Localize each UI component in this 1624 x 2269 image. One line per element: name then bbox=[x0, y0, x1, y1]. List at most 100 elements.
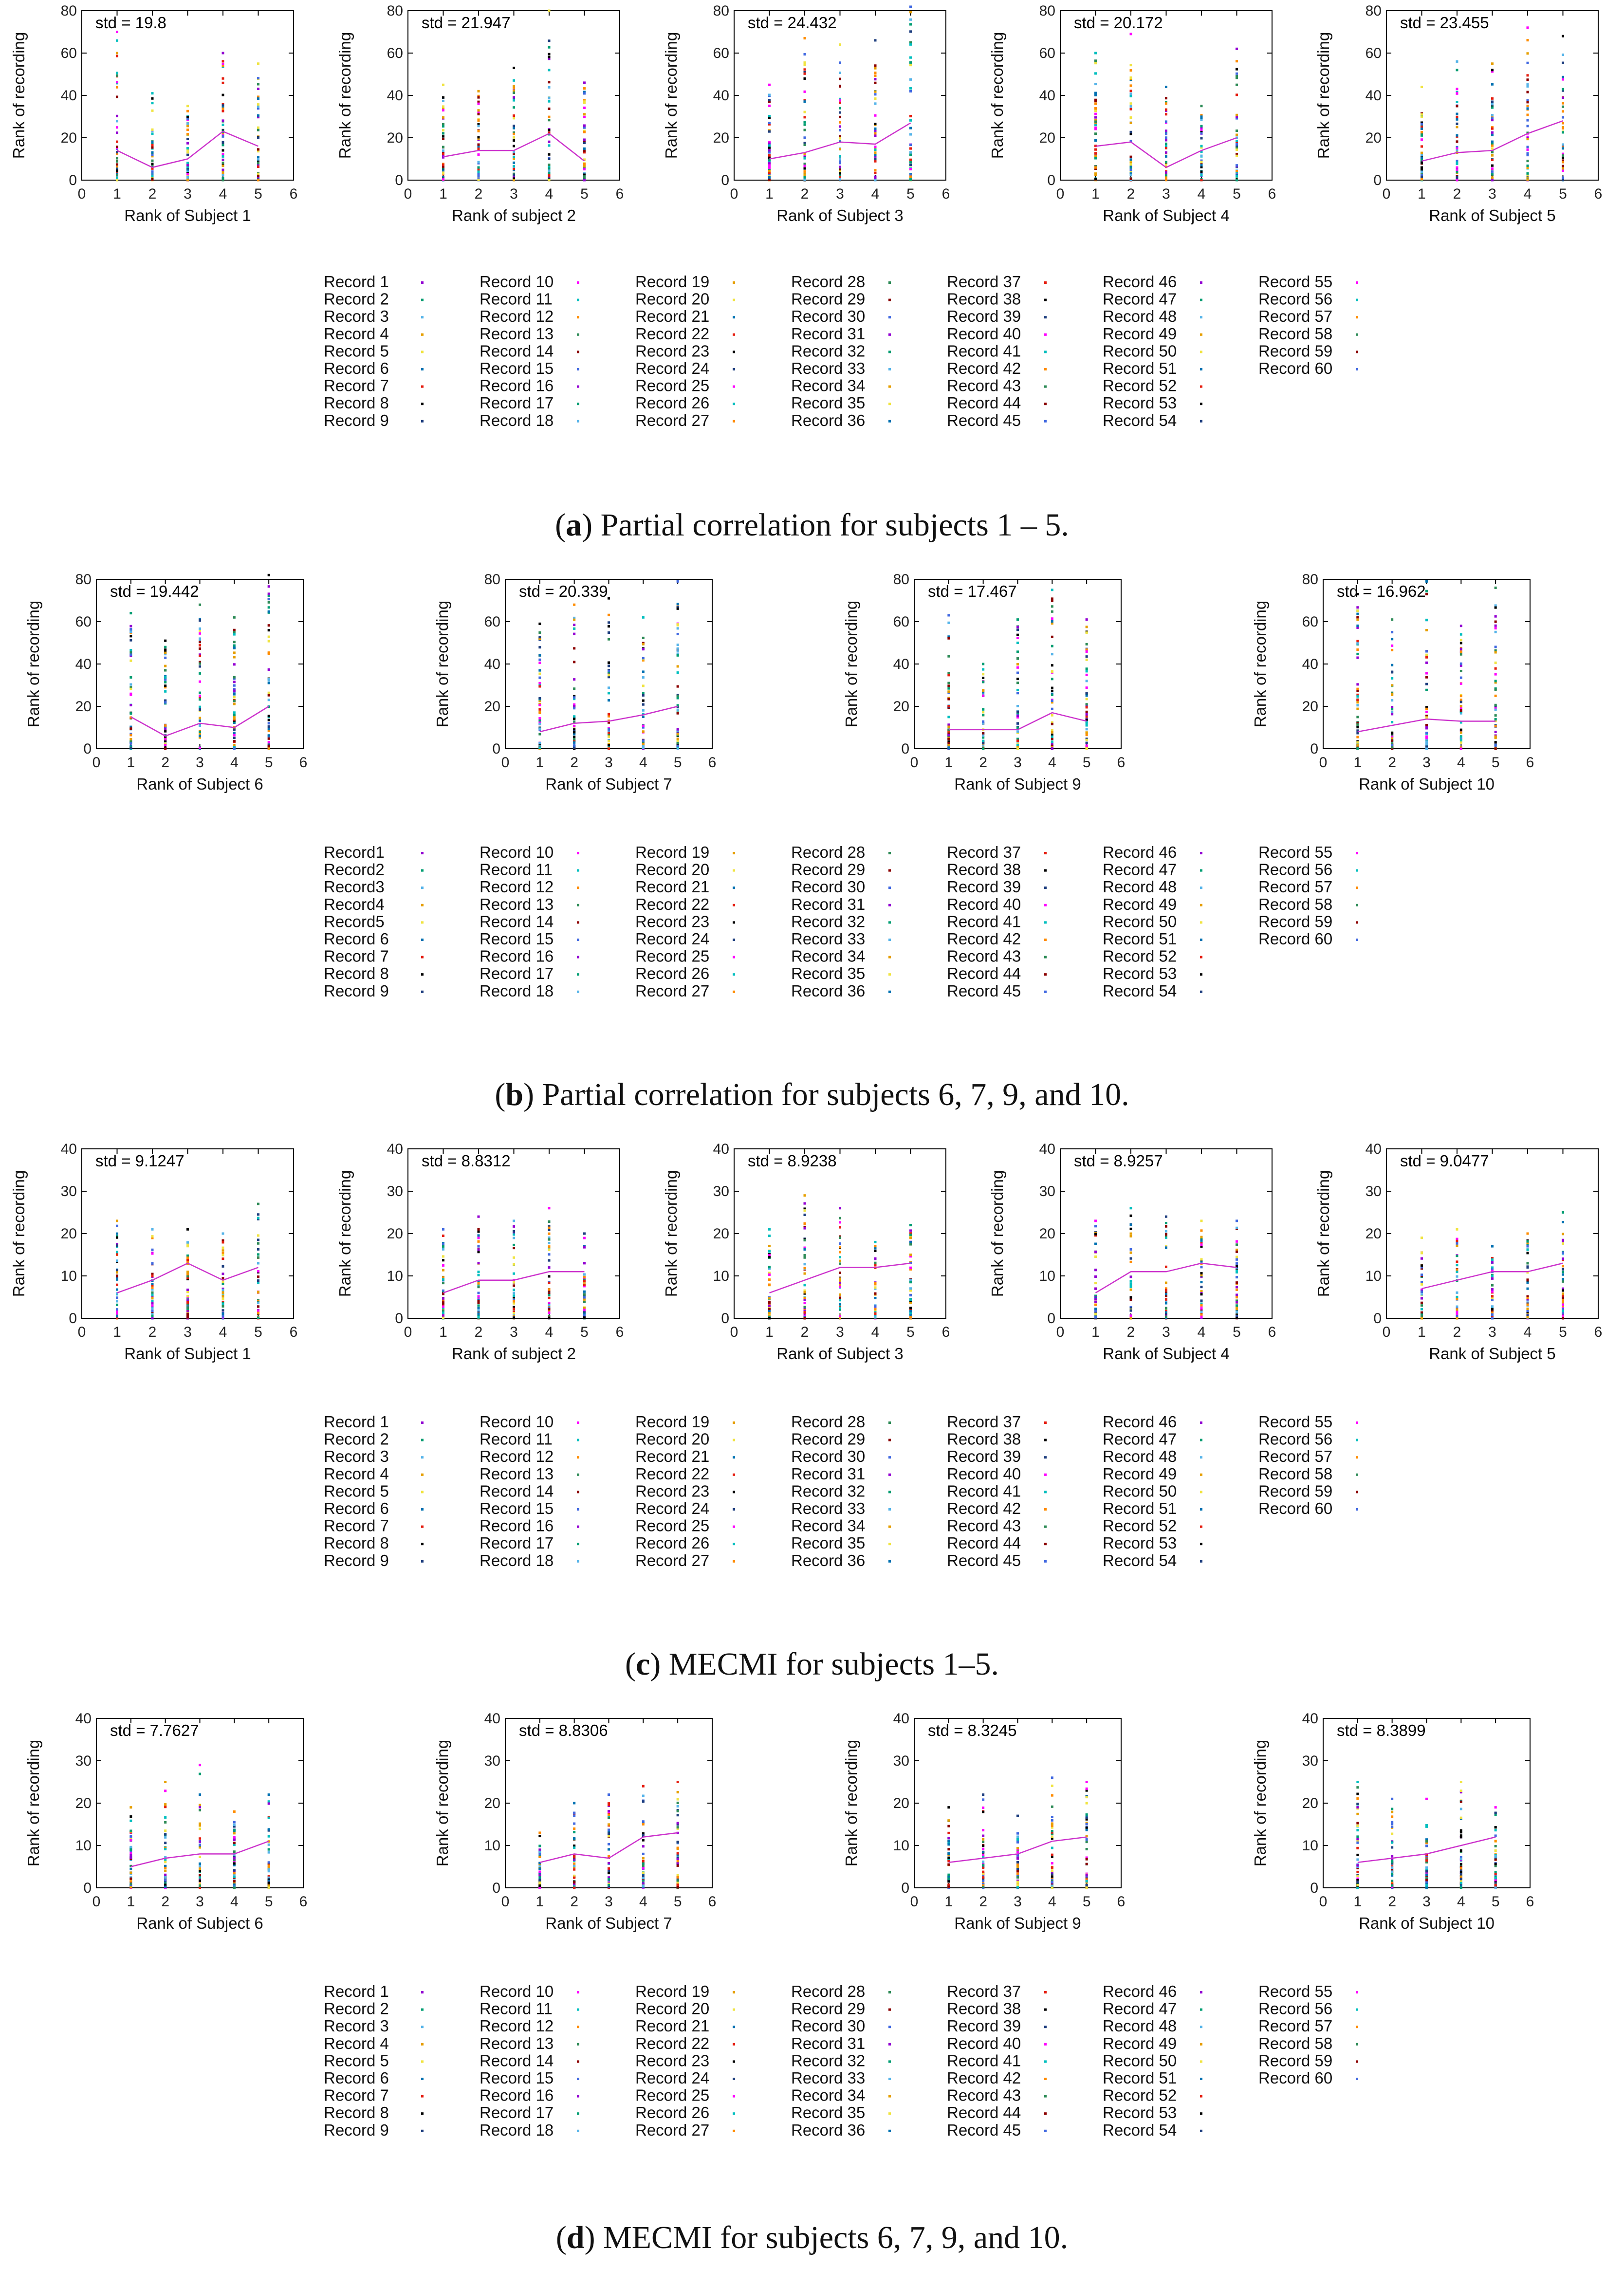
data-point bbox=[909, 18, 912, 21]
x-tick-label: 6 bbox=[299, 1894, 308, 1910]
data-point bbox=[1236, 117, 1238, 120]
data-point bbox=[642, 713, 645, 716]
legend-marker bbox=[577, 385, 579, 388]
data-point bbox=[642, 692, 645, 695]
data-point bbox=[768, 1312, 771, 1315]
data-point bbox=[642, 694, 645, 697]
x-axis-label: Rank of Subject 9 bbox=[954, 775, 1081, 793]
x-tick-label: 2 bbox=[979, 755, 987, 771]
data-point bbox=[267, 585, 270, 588]
data-point bbox=[1051, 742, 1053, 745]
data-point bbox=[1016, 1861, 1019, 1864]
x-tick-label: 6 bbox=[942, 1324, 950, 1340]
data-point bbox=[1085, 1835, 1088, 1838]
data-point bbox=[477, 166, 480, 169]
data-point bbox=[1051, 721, 1053, 724]
data-point bbox=[442, 83, 444, 86]
x-tick-label: 6 bbox=[1268, 186, 1276, 202]
data-point bbox=[1494, 1879, 1497, 1882]
mean-line bbox=[130, 1841, 269, 1867]
data-point bbox=[1094, 127, 1097, 129]
data-point bbox=[1562, 1258, 1564, 1261]
data-point bbox=[676, 644, 679, 646]
data-point bbox=[573, 736, 576, 738]
data-point bbox=[1165, 1298, 1167, 1301]
x-tick-label: 3 bbox=[510, 186, 518, 202]
data-point bbox=[947, 637, 950, 640]
data-point bbox=[874, 1283, 877, 1286]
data-point bbox=[1016, 688, 1019, 691]
data-point bbox=[442, 169, 444, 172]
data-point bbox=[1491, 83, 1494, 86]
data-point bbox=[257, 158, 259, 161]
data-point bbox=[151, 1236, 154, 1239]
data-point bbox=[129, 1852, 132, 1855]
x-tick-label: 3 bbox=[196, 755, 204, 771]
data-point bbox=[1200, 130, 1203, 133]
data-point bbox=[1491, 133, 1494, 136]
data-point bbox=[642, 1877, 645, 1880]
data-point bbox=[608, 669, 610, 672]
data-point bbox=[608, 715, 610, 718]
data-point bbox=[1165, 164, 1167, 166]
y-tick-label: 80 bbox=[387, 3, 403, 19]
data-point bbox=[1051, 1881, 1053, 1883]
data-point bbox=[116, 146, 118, 148]
data-point bbox=[1165, 132, 1167, 135]
data-point bbox=[442, 1278, 444, 1281]
x-tick-label: 0 bbox=[78, 186, 86, 202]
data-point bbox=[1459, 676, 1462, 679]
data-point bbox=[1356, 1838, 1359, 1841]
x-tick-label: 1 bbox=[1353, 1894, 1362, 1910]
data-point bbox=[839, 43, 841, 46]
data-point bbox=[116, 1300, 118, 1303]
data-point bbox=[221, 1309, 224, 1312]
data-point bbox=[947, 698, 950, 701]
data-point bbox=[221, 133, 224, 136]
data-point bbox=[538, 1876, 541, 1879]
data-point bbox=[513, 114, 515, 117]
data-point bbox=[1236, 1288, 1238, 1291]
data-point bbox=[1391, 677, 1394, 680]
data-point bbox=[874, 127, 877, 130]
legend-marker bbox=[733, 298, 735, 301]
data-point bbox=[233, 1842, 236, 1845]
data-point bbox=[1459, 736, 1462, 739]
data-point bbox=[909, 115, 912, 118]
mean-line bbox=[1095, 1262, 1237, 1293]
data-point bbox=[1236, 179, 1238, 182]
data-point bbox=[1491, 104, 1494, 107]
data-point bbox=[573, 627, 576, 630]
data-point bbox=[1391, 1868, 1394, 1871]
x-axis-label: Rank of Subject 6 bbox=[136, 1914, 263, 1932]
data-point bbox=[1456, 1260, 1458, 1263]
data-point bbox=[538, 637, 541, 640]
data-point bbox=[116, 151, 118, 154]
data-point bbox=[513, 127, 515, 129]
data-point bbox=[129, 635, 132, 638]
data-point bbox=[1200, 116, 1203, 119]
data-point bbox=[676, 1854, 679, 1857]
data-point bbox=[1129, 168, 1132, 171]
data-point bbox=[608, 686, 610, 689]
data-point bbox=[1051, 617, 1053, 620]
data-point bbox=[1085, 747, 1088, 750]
data-point bbox=[199, 639, 201, 642]
data-point bbox=[947, 747, 950, 750]
data-point bbox=[1051, 686, 1053, 689]
data-point bbox=[909, 175, 912, 178]
data-point bbox=[642, 1852, 645, 1855]
data-point bbox=[1491, 1258, 1494, 1261]
data-point bbox=[982, 689, 985, 692]
data-point bbox=[768, 1304, 771, 1307]
data-point bbox=[676, 1858, 679, 1861]
x-tick-label: 1 bbox=[944, 755, 953, 771]
data-point bbox=[909, 1268, 912, 1271]
data-point bbox=[1085, 728, 1088, 731]
data-point bbox=[1200, 1315, 1203, 1318]
data-point bbox=[768, 116, 771, 119]
plot-frame bbox=[1323, 579, 1531, 749]
data-point bbox=[1456, 1254, 1458, 1257]
legend-entry: Record 48 bbox=[1103, 307, 1177, 325]
data-point bbox=[116, 177, 118, 180]
